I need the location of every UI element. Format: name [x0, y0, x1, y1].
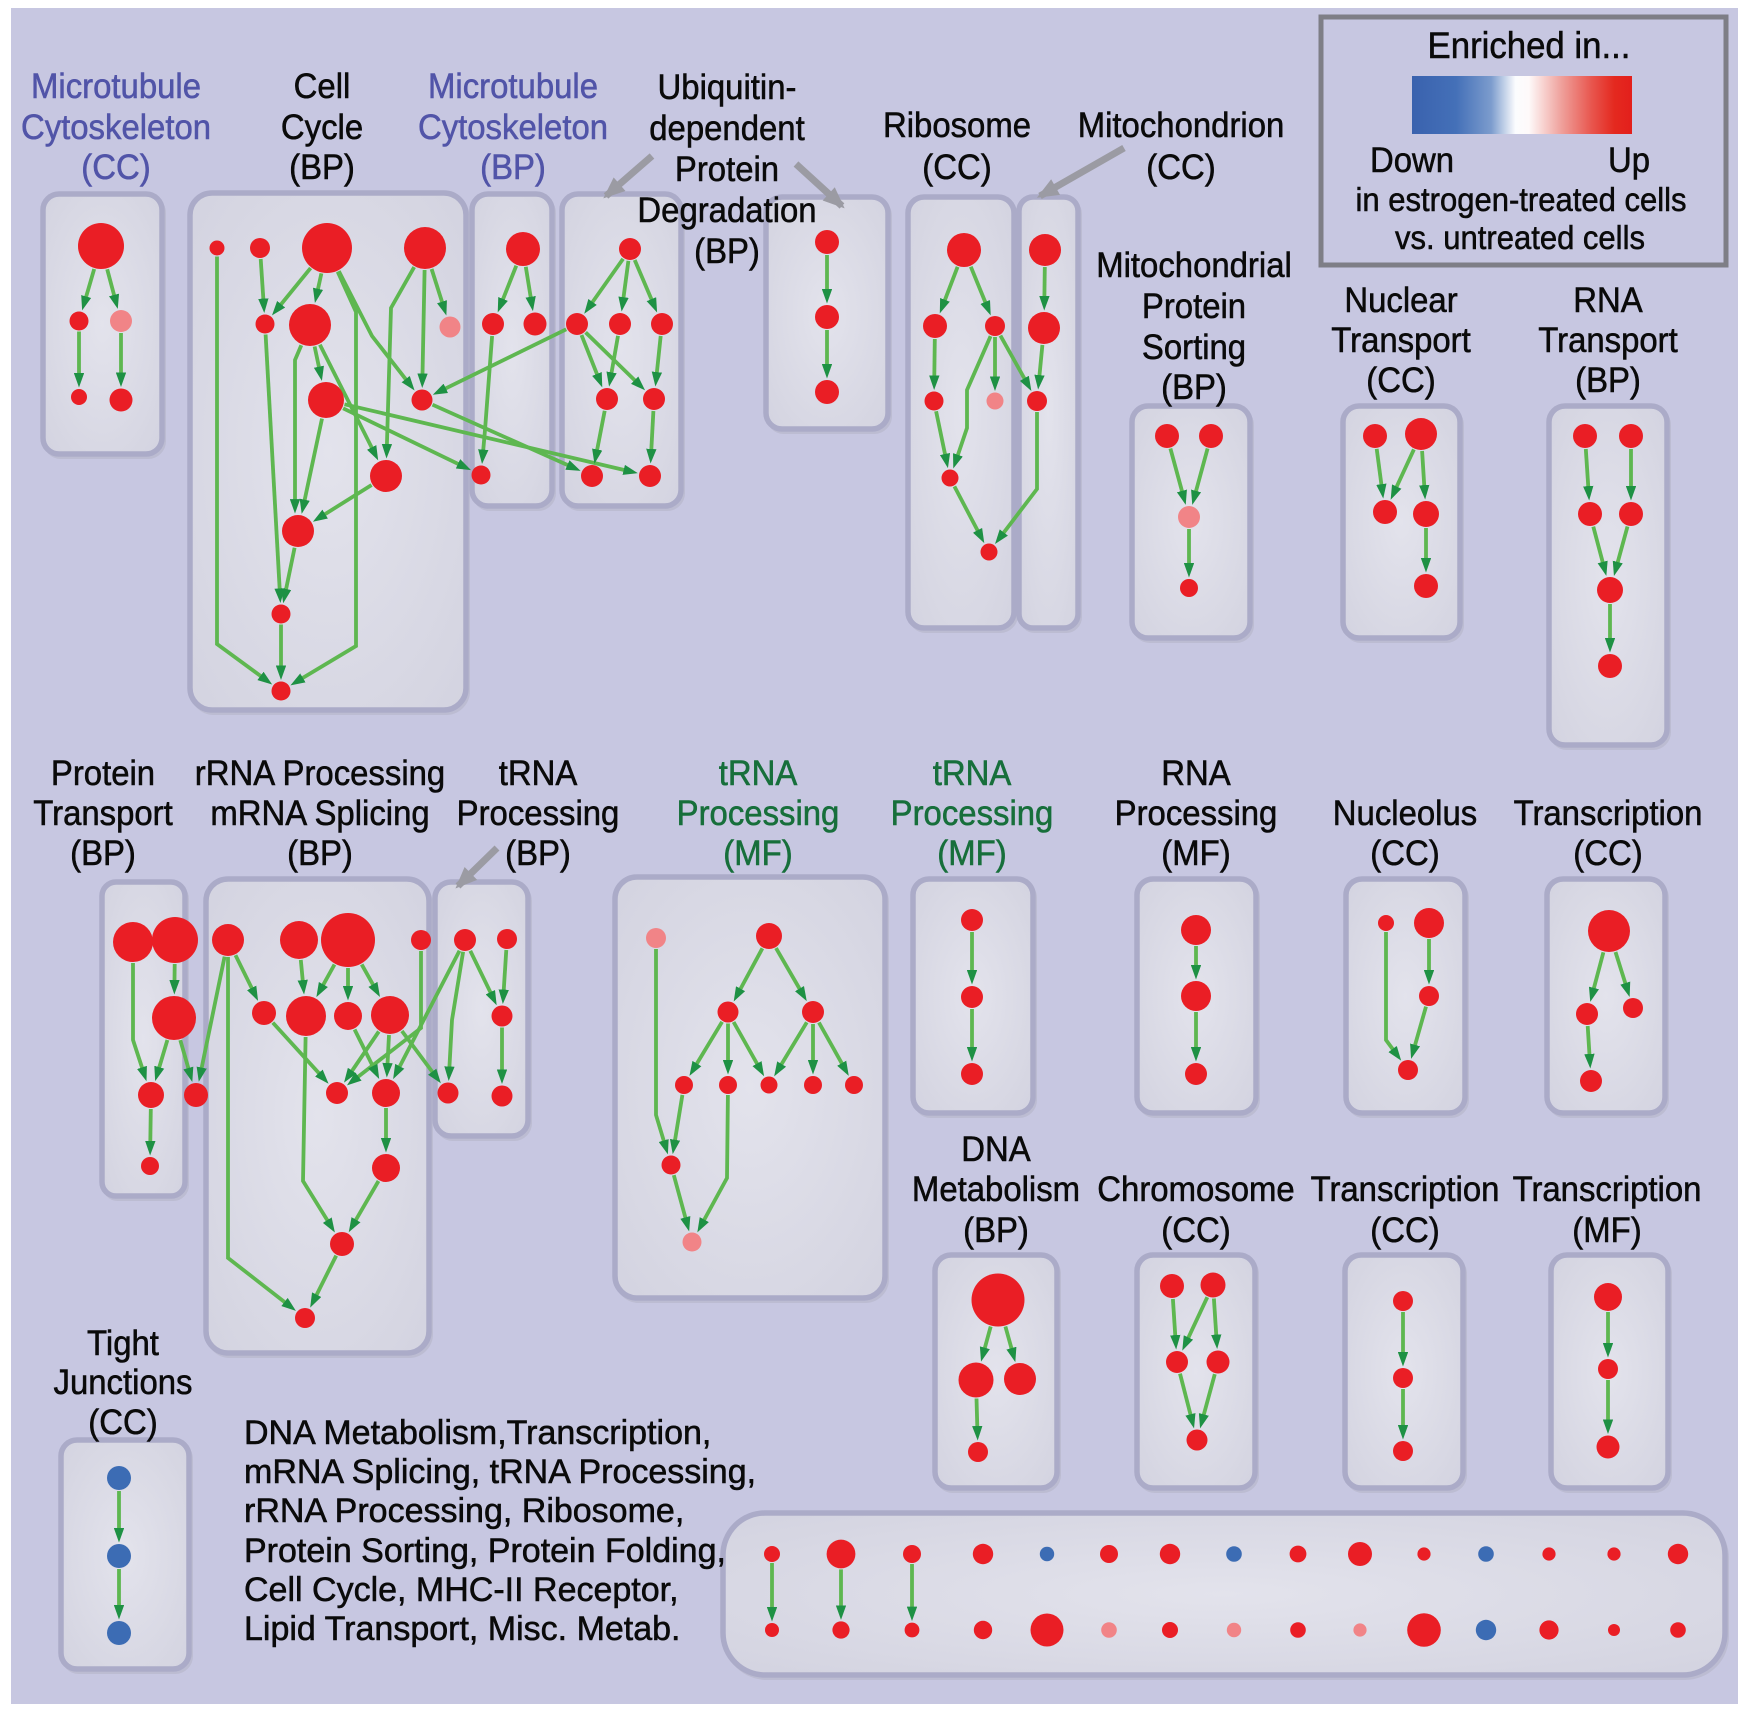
svg-text:RNA: RNA — [1573, 281, 1643, 320]
svg-text:Nuclear: Nuclear — [1344, 281, 1457, 320]
svg-text:vs. untreated cells: vs. untreated cells — [1395, 219, 1645, 256]
svg-text:rRNA Processing, Ribosome,: rRNA Processing, Ribosome, — [244, 1492, 684, 1530]
svg-text:Cytoskeleton: Cytoskeleton — [21, 108, 211, 147]
svg-text:mRNA Splicing: mRNA Splicing — [210, 794, 429, 833]
svg-text:Junctions: Junctions — [54, 1363, 193, 1402]
svg-text:(CC): (CC) — [922, 148, 991, 187]
svg-text:(BP): (BP) — [287, 834, 353, 873]
svg-text:DNA: DNA — [961, 1130, 1031, 1169]
svg-text:(BP): (BP) — [70, 834, 136, 873]
svg-text:dependent: dependent — [649, 109, 805, 148]
svg-text:Transport: Transport — [1331, 321, 1471, 360]
svg-text:(MF): (MF) — [937, 834, 1006, 873]
svg-text:(MF): (MF) — [1161, 834, 1230, 873]
svg-text:Protein Sorting, Protein Foldi: Protein Sorting, Protein Folding, — [244, 1532, 726, 1570]
svg-text:Down: Down — [1370, 141, 1454, 180]
svg-text:Processing: Processing — [891, 794, 1054, 833]
svg-text:in estrogen-treated cells: in estrogen-treated cells — [1356, 181, 1687, 218]
svg-text:Cycle: Cycle — [281, 108, 363, 147]
svg-text:(BP): (BP) — [1161, 368, 1227, 407]
svg-text:Transcription: Transcription — [1311, 1170, 1500, 1209]
svg-text:(CC): (CC) — [1161, 1211, 1230, 1250]
svg-text:(BP): (BP) — [963, 1211, 1029, 1250]
svg-text:(CC): (CC) — [1146, 148, 1215, 187]
svg-text:Ubiquitin-: Ubiquitin- — [658, 68, 797, 107]
svg-text:Protein: Protein — [675, 150, 779, 189]
svg-text:mRNA Splicing, tRNA Processing: mRNA Splicing, tRNA Processing, — [244, 1453, 756, 1491]
svg-text:Cytoskeleton: Cytoskeleton — [418, 108, 608, 147]
svg-text:tRNA: tRNA — [933, 754, 1012, 793]
svg-text:(BP): (BP) — [505, 834, 571, 873]
svg-text:Nucleolus: Nucleolus — [1333, 794, 1477, 833]
svg-text:(BP): (BP) — [1575, 361, 1641, 400]
svg-text:Transport: Transport — [1538, 321, 1678, 360]
svg-text:tRNA: tRNA — [719, 754, 798, 793]
svg-text:Enriched in...: Enriched in... — [1428, 25, 1631, 66]
svg-text:(BP): (BP) — [289, 148, 355, 187]
svg-text:Chromosome: Chromosome — [1097, 1170, 1294, 1209]
svg-text:Cell: Cell — [294, 67, 351, 106]
svg-text:Processing: Processing — [457, 794, 620, 833]
svg-text:DNA Metabolism,Transcription,: DNA Metabolism,Transcription, — [244, 1414, 711, 1452]
svg-text:(CC): (CC) — [1573, 834, 1642, 873]
svg-text:Mitochondrial: Mitochondrial — [1096, 246, 1292, 285]
svg-text:Degradation: Degradation — [637, 191, 816, 230]
svg-text:(CC): (CC) — [1370, 1211, 1439, 1250]
svg-text:Microtubule: Microtubule — [428, 67, 598, 106]
svg-text:(MF): (MF) — [723, 834, 792, 873]
svg-text:Mitochondrion: Mitochondrion — [1078, 106, 1285, 145]
svg-text:Transport: Transport — [33, 794, 173, 833]
svg-text:tRNA: tRNA — [499, 754, 578, 793]
svg-text:Cell Cycle, MHC-II Receptor,: Cell Cycle, MHC-II Receptor, — [244, 1571, 679, 1609]
svg-text:Up: Up — [1608, 141, 1650, 180]
svg-text:Protein: Protein — [51, 754, 155, 793]
svg-text:Processing: Processing — [677, 794, 840, 833]
svg-text:(CC): (CC) — [88, 1403, 157, 1442]
svg-text:Transcription: Transcription — [1514, 794, 1703, 833]
svg-text:Tight: Tight — [87, 1324, 159, 1363]
svg-text:(CC): (CC) — [81, 148, 150, 187]
svg-text:(BP): (BP) — [694, 232, 760, 271]
svg-text:RNA: RNA — [1161, 754, 1231, 793]
svg-text:Lipid Transport, Misc. Metab.: Lipid Transport, Misc. Metab. — [244, 1610, 681, 1648]
svg-text:(CC): (CC) — [1366, 361, 1435, 400]
svg-text:Protein: Protein — [1142, 287, 1246, 326]
svg-text:Processing: Processing — [1115, 794, 1278, 833]
svg-text:Ribosome: Ribosome — [883, 106, 1031, 145]
svg-text:(MF): (MF) — [1572, 1211, 1641, 1250]
svg-text:rRNA Processing: rRNA Processing — [195, 754, 445, 793]
svg-text:Sorting: Sorting — [1142, 328, 1246, 367]
svg-text:Metabolism: Metabolism — [912, 1170, 1080, 1209]
svg-text:Microtubule: Microtubule — [31, 67, 201, 106]
svg-text:Transcription: Transcription — [1513, 1170, 1702, 1209]
svg-text:(CC): (CC) — [1370, 834, 1439, 873]
svg-text:(BP): (BP) — [480, 148, 546, 187]
